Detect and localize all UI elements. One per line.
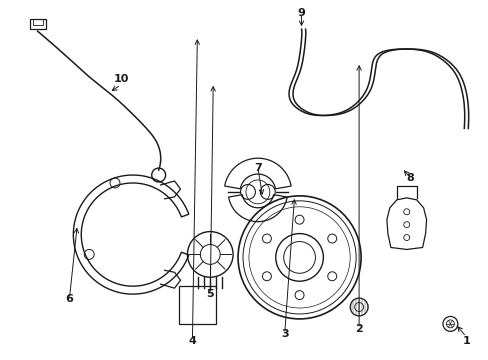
Text: 3: 3 — [280, 329, 288, 339]
Bar — [30, 19, 45, 29]
Text: 7: 7 — [253, 163, 261, 173]
Text: 9: 9 — [297, 8, 305, 18]
Text: 6: 6 — [65, 294, 73, 304]
Text: 2: 2 — [354, 324, 362, 334]
Text: 5: 5 — [206, 289, 214, 299]
Text: 4: 4 — [188, 336, 196, 346]
Text: 10: 10 — [113, 74, 128, 84]
Bar — [33, 19, 42, 25]
Bar — [178, 286, 216, 324]
Text: 8: 8 — [406, 173, 414, 183]
Text: 1: 1 — [462, 336, 469, 346]
